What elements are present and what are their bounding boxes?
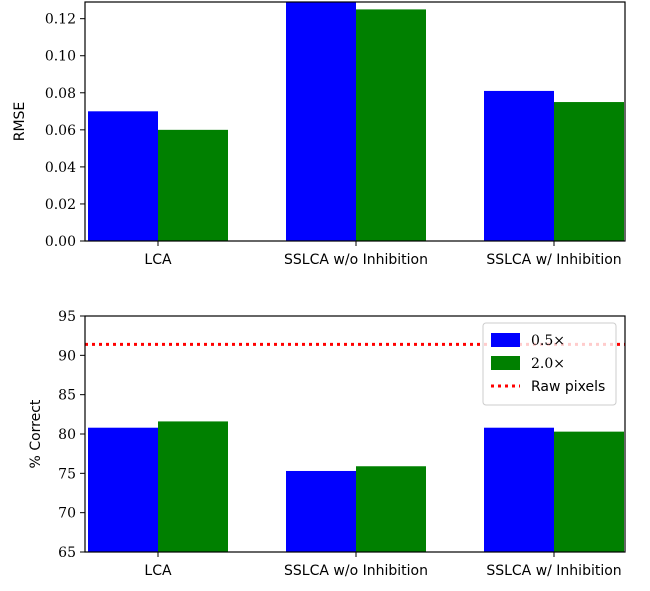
y-tick-label: 90: [58, 348, 76, 364]
x-tick-label: SSLCA w/o Inhibition: [284, 563, 428, 579]
legend-label: 2.0×: [531, 356, 565, 372]
legend-label: Raw pixels: [531, 379, 605, 395]
bar-sslca-w-o-inhibition-series-2: [356, 9, 426, 241]
bar-sslca-w-inhibition-series-2: [554, 102, 624, 241]
x-tick-label: LCA: [144, 252, 172, 268]
bar-lca-series-2: [158, 421, 228, 552]
y-tick-label: 75: [58, 466, 76, 482]
y-tick-label: 0.06: [45, 123, 76, 139]
y-tick-label: 70: [58, 506, 76, 522]
x-tick-label: SSLCA w/ Inhibition: [486, 252, 621, 268]
bar-sslca-w-inhibition-series-2: [554, 431, 624, 552]
legend: 0.5× 2.0× Raw pixels: [482, 322, 617, 406]
y-tick-label: 0.08: [45, 86, 76, 102]
y-tick-label: 0.04: [45, 160, 76, 176]
chart-panel-2: LCA SSLCA w/o Inhibition SSLCA w/ Inhibiti…: [28, 309, 626, 579]
y-tick-label: 0.02: [45, 197, 76, 213]
y-tick-label: 95: [58, 309, 76, 325]
legend-swatch: [491, 333, 520, 347]
y-tick-label: 0.00: [45, 234, 76, 250]
x-tick-label: SSLCA w/ Inhibition: [486, 563, 621, 579]
bar-lca-series-1: [88, 427, 158, 552]
y-tick-label: 65: [58, 545, 76, 561]
bar-sslca-w-o-inhibition-series-2: [356, 466, 426, 552]
y-tick-label: 80: [58, 427, 76, 443]
bar-sslca-w-inhibition-series-1: [484, 427, 554, 552]
y-axis-title: RMSE: [12, 102, 28, 142]
x-tick-label: LCA: [144, 563, 172, 579]
bar-lca-series-1: [88, 111, 158, 241]
axes-frame: [84, 1, 626, 242]
x-tick-label: SSLCA w/o Inhibition: [284, 252, 428, 268]
legend-label: 0.5×: [531, 333, 565, 349]
bar-sslca-w-inhibition-series-1: [484, 90, 554, 241]
bar-sslca-w-o-inhibition-series-1: [286, 470, 356, 552]
y-tick-label: 0.10: [45, 49, 76, 65]
bar-lca-series-2: [158, 129, 228, 241]
chart-panel-1: LCA SSLCA w/o Inhibition SSLCA w/ Inhibiti…: [12, 1, 626, 268]
y-tick-label: 85: [58, 388, 76, 404]
y-axis-title: % Correct: [28, 399, 44, 468]
y-tick-label: 0.12: [45, 12, 76, 28]
legend-swatch: [491, 356, 520, 370]
bar-sslca-w-o-inhibition-series-1: [286, 2, 356, 241]
